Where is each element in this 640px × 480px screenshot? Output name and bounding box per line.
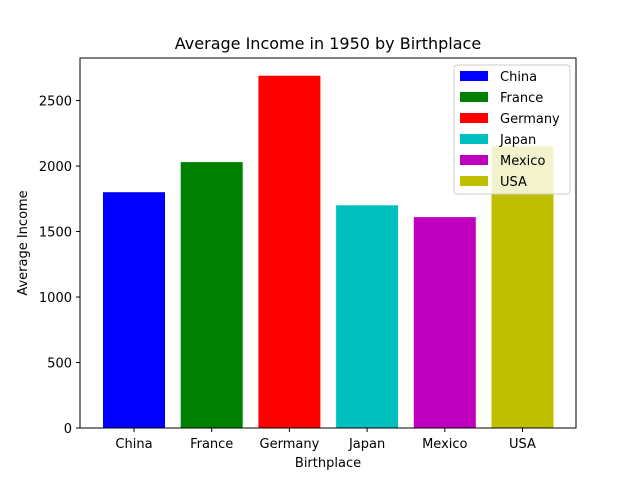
plot-frame bbox=[79, 57, 577, 429]
x-tick-label: Japan bbox=[348, 437, 385, 452]
legend-label-germany: Germany bbox=[500, 112, 560, 127]
y-tick-label: 0 bbox=[64, 422, 72, 437]
legend-swatch-usa bbox=[460, 176, 488, 186]
y-tick-label: 2500 bbox=[39, 95, 72, 110]
chart-title: Average Income in 1950 by Birthplace bbox=[175, 34, 481, 53]
legend-swatch-japan bbox=[460, 134, 488, 144]
legend-label-france: France bbox=[500, 91, 543, 106]
bar-japan bbox=[336, 205, 399, 428]
x-tick-label: Mexico bbox=[422, 437, 467, 452]
bar-series bbox=[103, 75, 554, 428]
x-tick-label: France bbox=[190, 437, 233, 452]
bar-france bbox=[180, 162, 243, 428]
legend-swatch-mexico bbox=[460, 155, 488, 165]
x-tick-label: USA bbox=[509, 437, 536, 452]
legend-label-japan: Japan bbox=[499, 133, 536, 148]
bar-china bbox=[103, 192, 165, 428]
legend-swatch-france bbox=[460, 92, 488, 102]
legend: China France Germany Japan Mexico USA bbox=[453, 64, 571, 195]
x-tick-label: Germany bbox=[260, 437, 320, 452]
y-tick-label: 1500 bbox=[39, 226, 72, 241]
legend-label-mexico: Mexico bbox=[500, 154, 545, 169]
bar-germany bbox=[258, 75, 321, 428]
x-axis: China France Germany Japan Mexico USA bbox=[115, 428, 536, 452]
y-tick-label: 500 bbox=[47, 357, 72, 372]
legend-label-china: China bbox=[500, 70, 537, 85]
x-axis-label: Birthplace bbox=[295, 456, 361, 471]
bar-mexico bbox=[413, 217, 476, 428]
y-tick-label: 1000 bbox=[39, 291, 72, 306]
y-axis: 0 500 1000 1500 2000 2500 bbox=[39, 95, 80, 437]
x-tick-label: China bbox=[115, 437, 152, 452]
y-tick-label: 2000 bbox=[39, 160, 72, 175]
y-axis-label: Average Income bbox=[16, 190, 31, 295]
legend-label-usa: USA bbox=[500, 175, 527, 190]
legend-swatch-germany bbox=[460, 113, 488, 123]
legend-swatch-china bbox=[460, 71, 488, 81]
